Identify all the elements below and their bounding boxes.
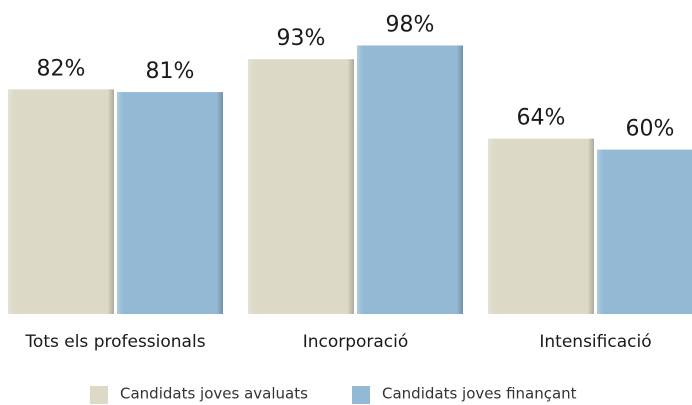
data-label: 98% <box>386 12 435 37</box>
data-label: 60% <box>626 117 675 142</box>
bar <box>488 138 594 314</box>
data-label: 64% <box>517 106 566 131</box>
data-label: 81% <box>146 59 195 84</box>
x-tick-label: Intensificació <box>539 332 651 352</box>
data-label: 93% <box>277 26 326 51</box>
data-label: 82% <box>37 56 86 81</box>
x-tick-label: Tots els professionals <box>24 332 205 352</box>
legend-swatch <box>352 386 370 404</box>
bar <box>357 45 463 314</box>
legend-label: Candidats joves avaluats <box>120 385 308 403</box>
bar <box>248 59 354 315</box>
x-tick-label: Incorporació <box>303 332 409 352</box>
bar <box>117 92 223 314</box>
bar <box>597 149 692 314</box>
legend-swatch <box>90 386 108 404</box>
legend-label: Candidats joves finançant <box>382 385 577 403</box>
bar <box>8 89 114 314</box>
